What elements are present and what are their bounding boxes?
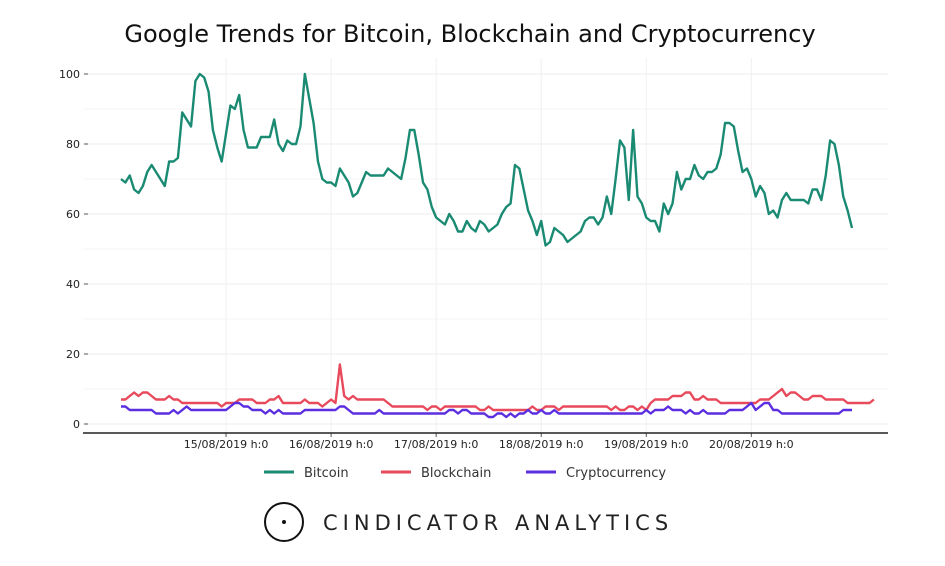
legend-label: Cryptocurrency [566, 466, 666, 481]
x-tick-label: 20/08/2019 h:0 [709, 438, 794, 451]
grid [83, 58, 888, 433]
y-tick-label: 0 [73, 418, 80, 431]
series-lines [120, 72, 875, 419]
series-line-blockchain [121, 363, 875, 412]
series-line-cryptocurrency [121, 401, 852, 419]
logo-dot [282, 520, 286, 524]
x-tick-label: 16/08/2019 h:0 [289, 438, 374, 451]
legend-item-cryptocurrency: Cryptocurrency [526, 466, 666, 481]
legend-label: Blockchain [421, 466, 491, 481]
x-tick-label: 19/08/2019 h:0 [604, 438, 689, 451]
x-axis: 15/08/2019 h:0 16/08/2019 h:0 17/08/2019 h… [184, 433, 794, 451]
brand-logo: CINDICATOR ANALYTICS [264, 502, 673, 542]
x-tick-label: 18/08/2019 h:0 [499, 438, 584, 451]
legend-label: Bitcoin [304, 466, 349, 481]
y-tick-label: 100 [59, 68, 80, 81]
circle-dot-logo-icon [264, 502, 304, 542]
y-tick-label: 80 [66, 138, 80, 151]
legend-item-bitcoin: Bitcoin [264, 466, 349, 481]
y-tick-label: 40 [66, 278, 80, 291]
series-line-bitcoin [120, 72, 854, 247]
x-tick-label: 15/08/2019 h:0 [184, 438, 269, 451]
legend: Bitcoin Blockchain Cryptocurrency [264, 466, 666, 481]
y-tick-label: 60 [66, 208, 80, 221]
y-tick-label: 20 [66, 348, 80, 361]
y-axis: 0 20 40 60 80 100 [59, 68, 88, 431]
brand-name: CINDICATOR ANALYTICS [323, 511, 673, 535]
x-tick-label: 17/08/2019 h:0 [394, 438, 479, 451]
legend-item-blockchain: Blockchain [381, 466, 491, 481]
chart-title: Google Trends for Bitcoin, Blockchain an… [124, 20, 815, 48]
